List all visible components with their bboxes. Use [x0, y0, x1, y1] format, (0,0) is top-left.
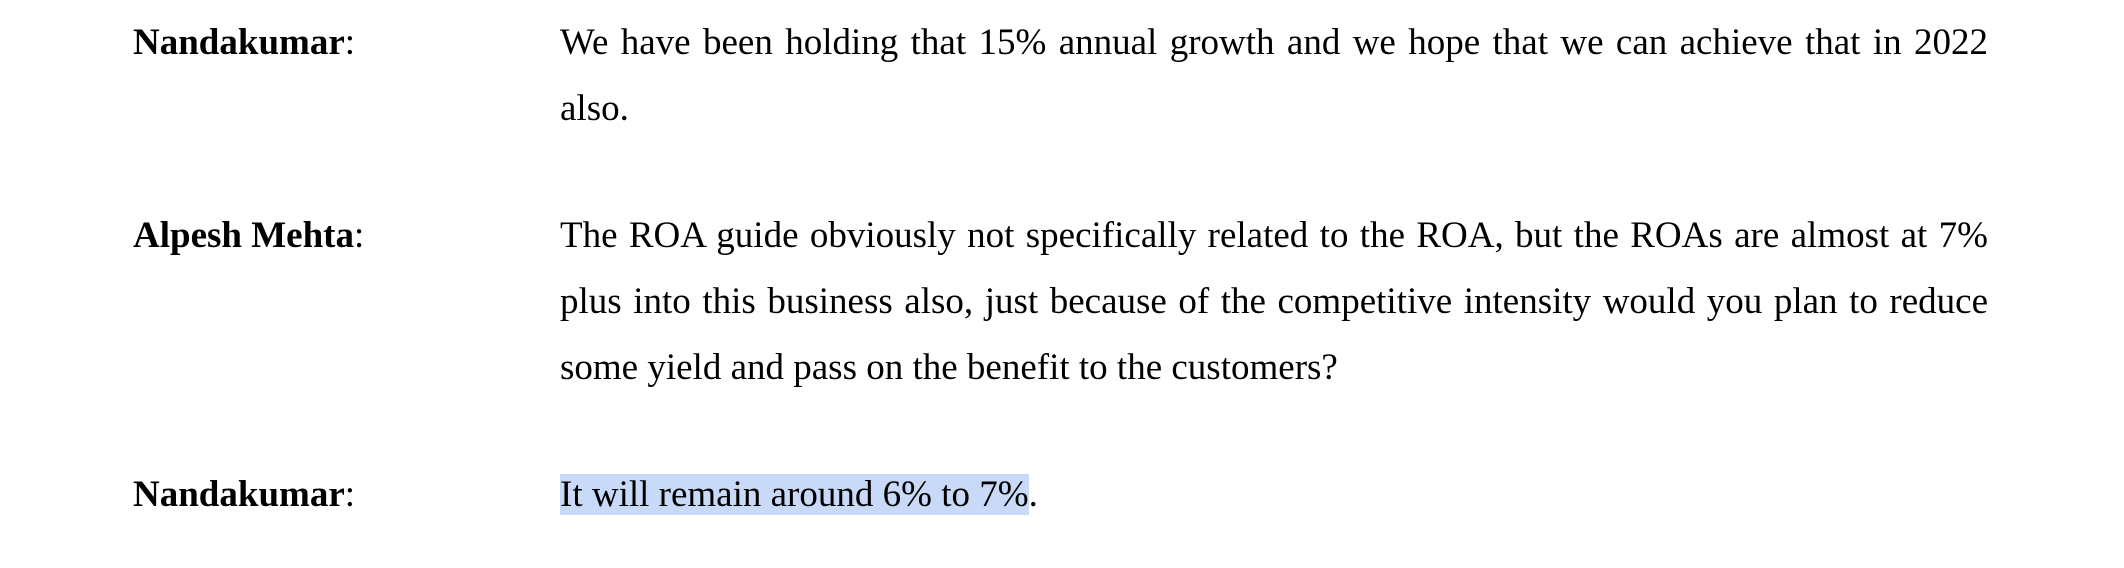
entry: Alpesh Mehta: The ROA guide obviously not… — [0, 203, 2124, 401]
speaker-name: Alpesh Mehta — [133, 215, 354, 256]
highlighted-text: It will remain around 6% to 7% — [560, 474, 1029, 515]
speaker-name: Nandakumar — [133, 474, 345, 515]
transcript: Nandakumar: We have been holding that 15%… — [0, 10, 2124, 528]
separator: : — [344, 22, 356, 63]
speaker: Nandakumar: — [0, 10, 560, 142]
utterance: We have been holding that 15% annual gro… — [560, 10, 1988, 142]
separator: : — [344, 474, 356, 515]
entry: Nandakumar: We have been holding that 15%… — [0, 10, 2124, 142]
separator: : — [353, 215, 365, 256]
speaker: Alpesh Mehta: — [0, 203, 560, 401]
text-segment: . — [1028, 474, 1038, 515]
entry: Nandakumar: It will remain around 6% to 7… — [0, 462, 2124, 528]
utterance: The ROA guide obviously not specifically… — [560, 203, 1988, 401]
utterance: It will remain around 6% to 7%. — [560, 462, 1988, 528]
speaker-name: Nandakumar — [133, 22, 345, 63]
text-segment: The ROA guide obviously not specifically… — [560, 215, 1988, 388]
text-segment: We have been holding that 15% annual gro… — [560, 22, 1988, 129]
speaker: Nandakumar: — [0, 462, 560, 528]
